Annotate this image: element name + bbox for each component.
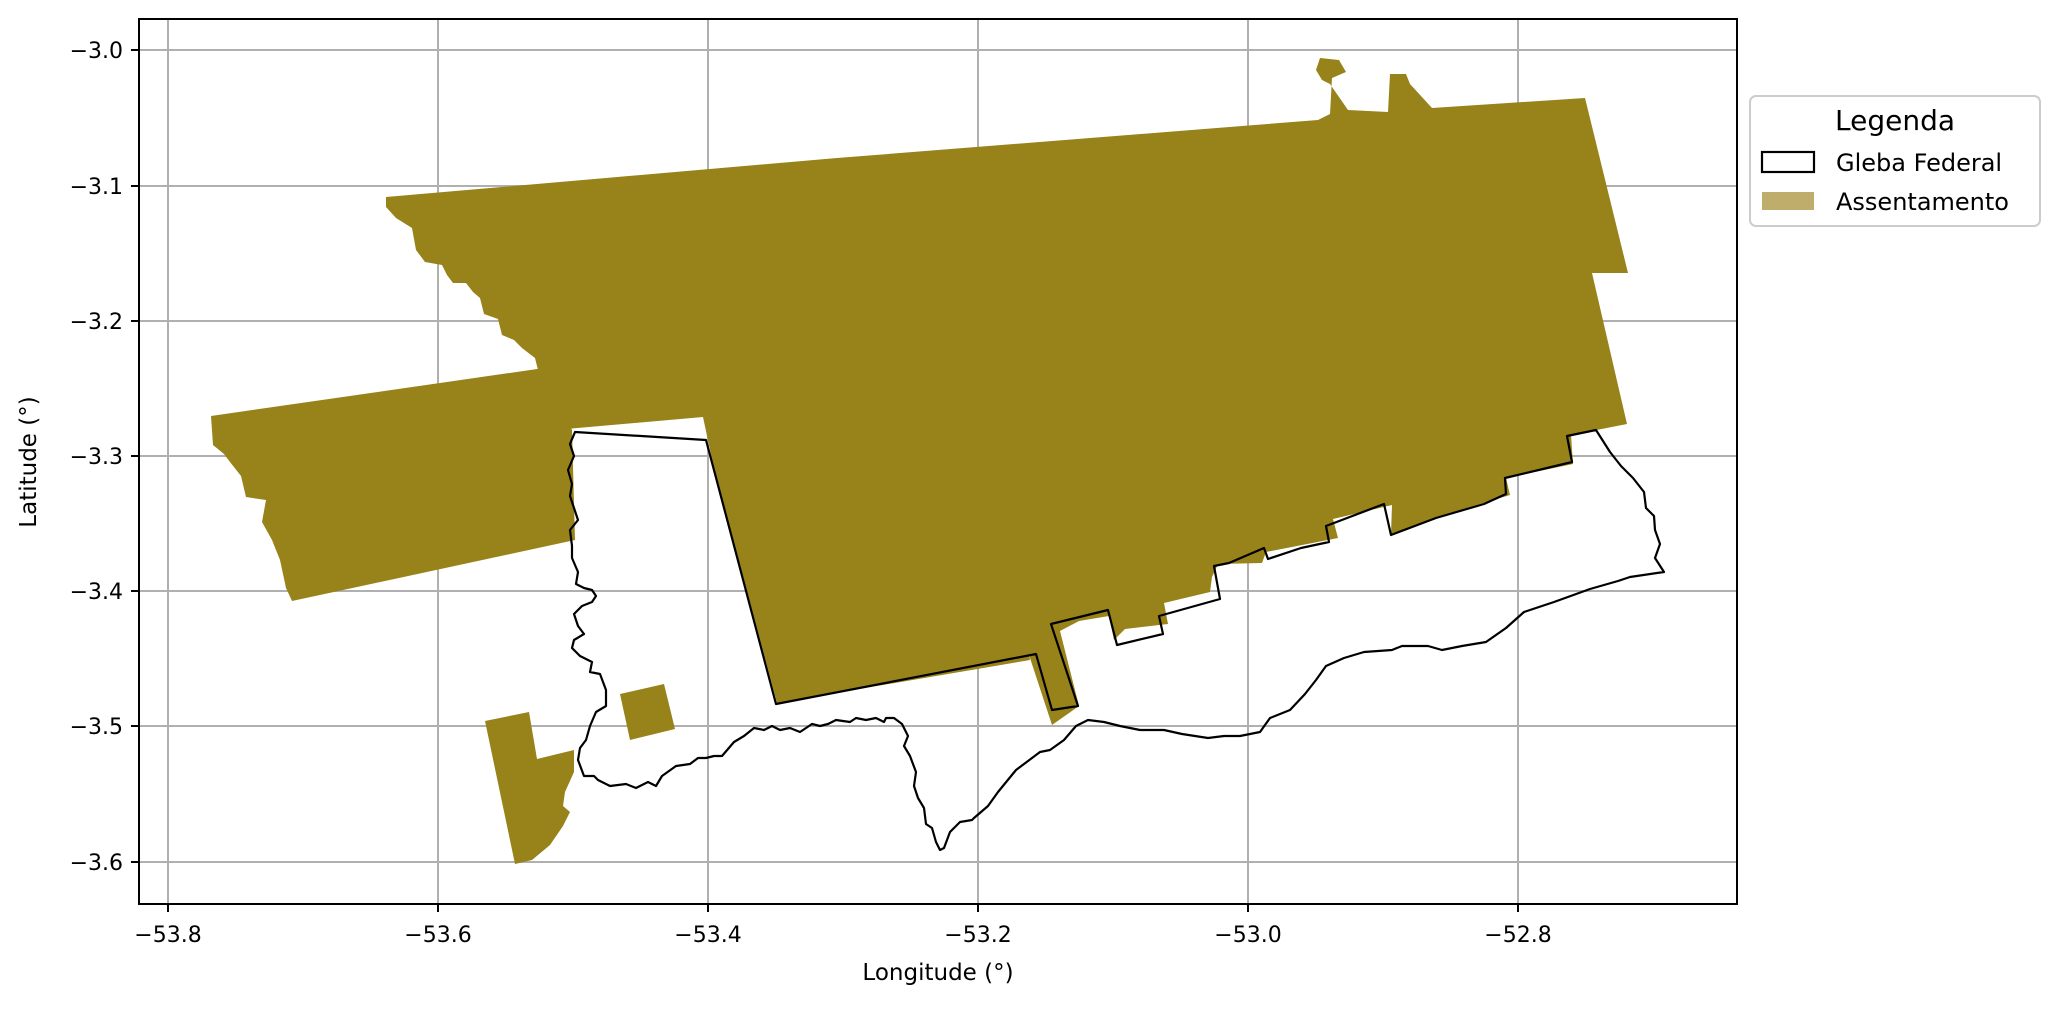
legend: Legenda Gleba Federal Assentamento: [1750, 96, 2040, 226]
legend-label-gleba: Gleba Federal: [1836, 149, 2002, 177]
y-tick-label: −3.6: [70, 851, 123, 876]
y-tick-label: −3.0: [70, 39, 123, 64]
x-axis: −53.8 −53.6 −53.4 −53.2 −53.0 −52.8: [134, 904, 1551, 948]
legend-title: Legenda: [1835, 104, 1955, 137]
legend-swatch-gleba: [1762, 152, 1814, 172]
legend-swatch-assentamento: [1762, 192, 1814, 210]
x-tick-label: −53.6: [404, 923, 471, 948]
legend-label-assentamento: Assentamento: [1836, 188, 2009, 216]
y-axis-label: Latitude (°): [16, 396, 42, 527]
x-tick-label: −53.2: [944, 923, 1011, 948]
x-tick-label: −53.4: [674, 923, 741, 948]
x-axis-label: Longitude (°): [862, 960, 1013, 986]
x-tick-label: −53.0: [1214, 923, 1281, 948]
y-tick-label: −3.4: [70, 580, 123, 605]
x-tick-label: −52.8: [1484, 923, 1551, 948]
assentamento-polygon-main: [386, 58, 1628, 725]
assentamento-polygon-west: [211, 368, 575, 601]
assentamento-polygon-south-west: [485, 712, 574, 864]
y-tick-label: −3.5: [70, 715, 123, 740]
x-tick-label: −53.8: [134, 923, 201, 948]
y-tick-label: −3.1: [70, 175, 123, 200]
assentamento-layer: [211, 58, 1628, 864]
assentamento-polygon-small: [620, 684, 675, 740]
y-axis: −3.0 −3.1 −3.2 −3.3 −3.4 −3.5 −3.6: [70, 39, 139, 876]
y-tick-label: −3.3: [70, 445, 123, 470]
y-tick-label: −3.2: [70, 310, 123, 335]
